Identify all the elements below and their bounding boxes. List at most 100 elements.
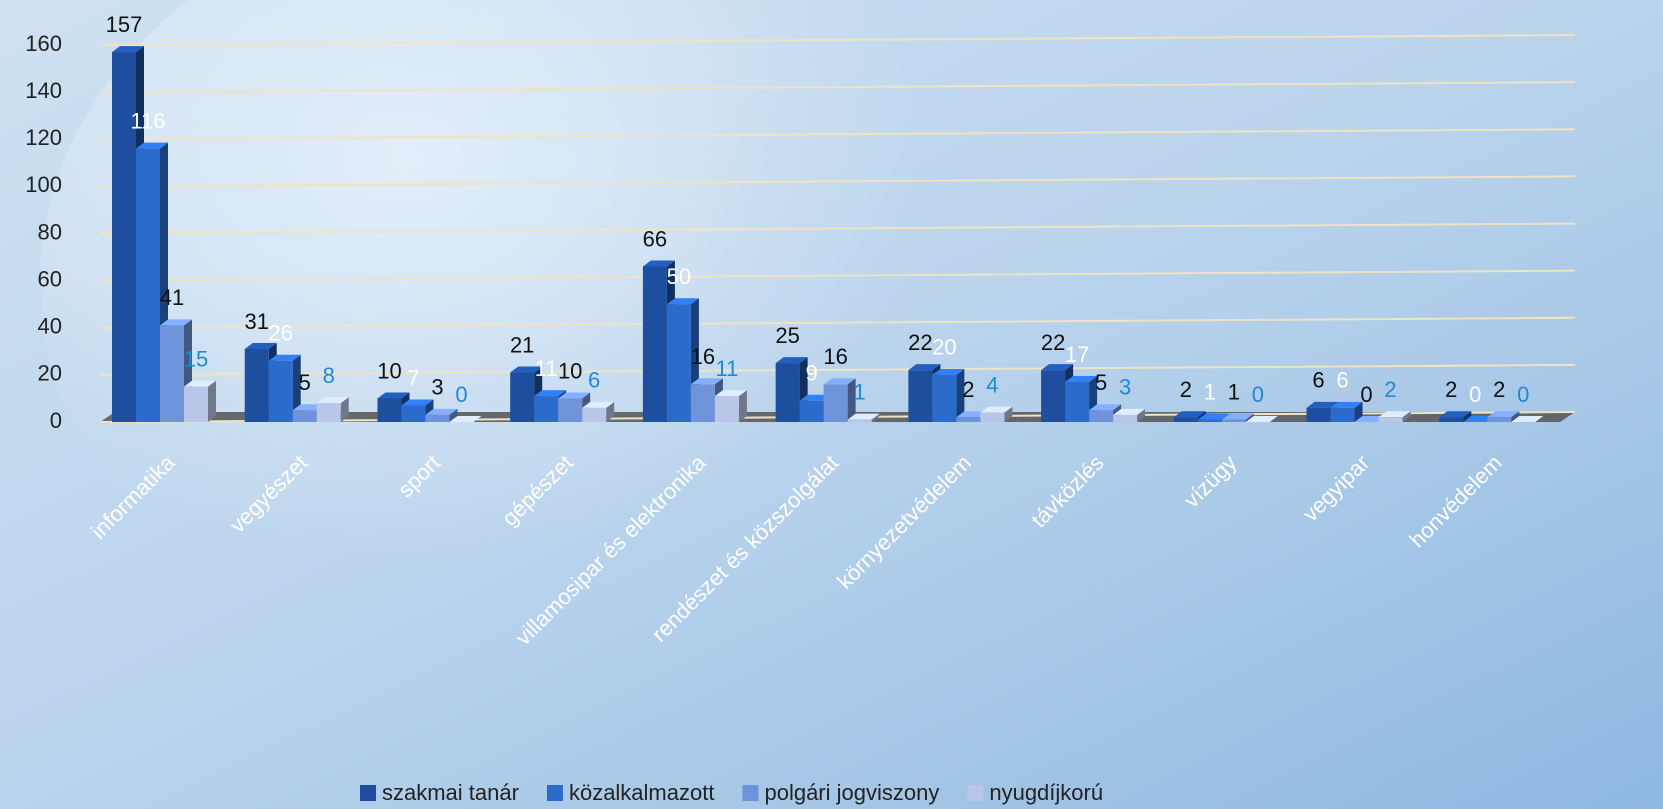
- data-label: 2: [1445, 377, 1457, 402]
- background-glow: [40, 0, 1080, 680]
- data-label: 157: [106, 12, 143, 37]
- data-label: 2: [1384, 377, 1396, 402]
- bar-top: [1197, 413, 1230, 420]
- bar: [401, 405, 426, 422]
- bar-top: [244, 342, 277, 349]
- bar-top: [136, 142, 168, 149]
- legend-label: közalkalmazott: [569, 780, 715, 805]
- bar-top: [510, 366, 543, 373]
- grid-line: [99, 363, 1576, 376]
- bar: [1378, 417, 1403, 422]
- bar-top: [377, 392, 410, 399]
- data-label: 20: [932, 335, 956, 360]
- legend-swatch: [546, 785, 563, 801]
- bar-top: [1439, 411, 1472, 418]
- data-label: 10: [377, 358, 401, 383]
- legend-swatch: [742, 785, 759, 801]
- bar-top: [112, 46, 144, 53]
- bar: [642, 266, 667, 422]
- bar-top: [268, 354, 301, 361]
- data-label: 41: [160, 285, 184, 310]
- y-tick-label: 20: [38, 361, 62, 386]
- grid-line: [99, 316, 1576, 329]
- data-label: 9: [806, 361, 818, 386]
- legend-swatch: [967, 785, 984, 801]
- data-label: 21: [510, 332, 534, 357]
- bar: [510, 372, 535, 422]
- bar: [1041, 370, 1066, 422]
- bar: [956, 417, 981, 422]
- data-label: 25: [775, 323, 799, 348]
- data-label: 22: [908, 330, 932, 355]
- grid-line: [99, 34, 1576, 46]
- bar-top: [1330, 401, 1363, 408]
- data-label: 16: [691, 344, 715, 369]
- bar: [316, 403, 341, 422]
- bar-top: [980, 406, 1013, 413]
- bar-side: [956, 368, 965, 422]
- grid-line: [99, 175, 1576, 188]
- bar-top: [1511, 416, 1544, 422]
- bar: [908, 370, 933, 422]
- bar: [1065, 381, 1090, 422]
- bar-top: [1113, 408, 1146, 415]
- data-label: 22: [1041, 330, 1065, 355]
- bar: [980, 412, 1005, 422]
- y-tick-label: 60: [38, 266, 62, 291]
- bar: [136, 148, 160, 423]
- data-label: 66: [643, 226, 667, 251]
- bar-side: [1137, 408, 1146, 422]
- data-label: 16: [823, 344, 847, 369]
- bar-top: [316, 397, 349, 404]
- bar-side: [738, 390, 747, 422]
- y-tick-label: 100: [25, 172, 62, 197]
- y-tick-label: 80: [38, 219, 62, 244]
- bar-side: [208, 380, 216, 422]
- bar-top: [449, 416, 482, 422]
- bar-top: [1221, 413, 1254, 420]
- bar: [1173, 417, 1198, 422]
- data-label: 0: [1360, 382, 1372, 407]
- bar: [1439, 417, 1464, 422]
- y-tick-label: 40: [38, 314, 62, 339]
- bar: [1306, 407, 1331, 422]
- bar-side: [292, 354, 301, 422]
- bar-top: [1173, 411, 1206, 418]
- bar-side: [1511, 411, 1520, 422]
- data-label: 2: [962, 377, 974, 402]
- bar: [244, 348, 269, 422]
- bar: [582, 407, 607, 422]
- data-label: 6: [588, 368, 600, 393]
- bar-side: [340, 397, 349, 422]
- bar-top: [425, 408, 458, 415]
- data-label: 15: [184, 346, 208, 371]
- bar-top: [1089, 404, 1122, 411]
- data-label: 0: [1469, 382, 1481, 407]
- grid-line: [99, 222, 1576, 235]
- bar: [112, 52, 136, 422]
- data-label: 4: [986, 372, 998, 397]
- data-label: 7: [407, 365, 419, 390]
- bar-side: [606, 401, 615, 422]
- data-label: 6: [1336, 368, 1348, 393]
- bar-top: [1378, 411, 1411, 418]
- bar-top: [1041, 364, 1074, 371]
- bar: [1089, 410, 1114, 422]
- bar-top: [558, 392, 591, 399]
- bar: [534, 396, 559, 422]
- data-label: 31: [244, 309, 268, 334]
- bar-side: [449, 408, 458, 422]
- data-label: 0: [1252, 382, 1264, 407]
- bar-top: [401, 399, 434, 406]
- data-label: 26: [268, 321, 292, 346]
- bar: [377, 398, 402, 422]
- bar-top: [666, 298, 699, 305]
- bar: [690, 384, 715, 422]
- bar: [1487, 417, 1512, 422]
- bar-top: [582, 401, 615, 408]
- bar: [184, 386, 208, 422]
- bar: [1330, 407, 1355, 422]
- bar-side: [871, 413, 880, 422]
